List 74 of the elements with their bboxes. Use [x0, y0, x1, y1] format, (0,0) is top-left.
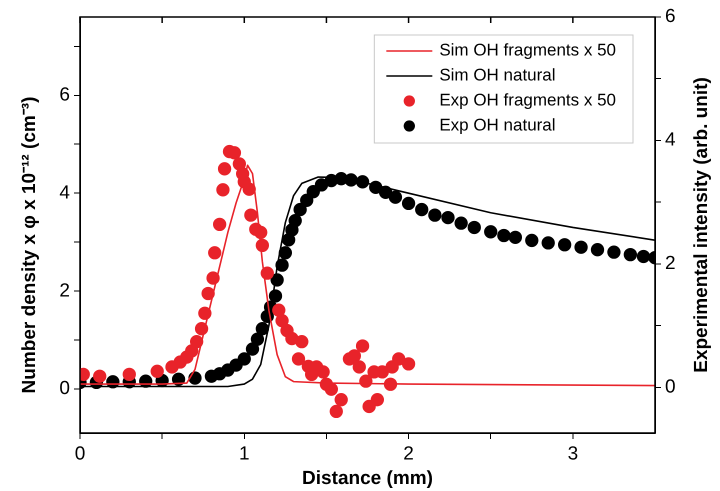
- point: [370, 393, 384, 406]
- point: [288, 214, 302, 228]
- point: [292, 352, 306, 366]
- point: [392, 352, 406, 366]
- point: [607, 246, 621, 259]
- point: [122, 368, 136, 382]
- x-tick-label: 0: [74, 444, 86, 465]
- point: [316, 365, 330, 379]
- point: [334, 393, 348, 406]
- point: [246, 342, 260, 356]
- point: [324, 382, 338, 396]
- point: [525, 234, 538, 248]
- point: [250, 332, 264, 346]
- point: [244, 208, 258, 222]
- point: [272, 304, 286, 317]
- point: [256, 322, 270, 336]
- point: [388, 190, 402, 204]
- point: [468, 220, 481, 234]
- x-axis-title: Distance (mm): [302, 468, 433, 489]
- point: [185, 344, 198, 358]
- point: [497, 228, 511, 242]
- point: [190, 335, 204, 348]
- point: [293, 202, 307, 216]
- legend-label: Sim OH fragments x 50: [439, 40, 616, 60]
- point: [300, 194, 314, 207]
- point: [356, 339, 370, 353]
- point: [330, 404, 343, 418]
- point: [278, 246, 292, 260]
- point: [454, 216, 468, 230]
- y-tick-label: 0: [59, 378, 70, 400]
- legend-label: Exp OH natural: [439, 116, 556, 135]
- x-tick-label: 1: [238, 444, 250, 465]
- point: [212, 218, 226, 232]
- legend-label: Exp OH fragments x 50: [439, 90, 616, 110]
- point: [150, 364, 164, 378]
- point: [441, 210, 455, 224]
- point: [484, 225, 498, 238]
- point: [415, 202, 428, 216]
- y2-tick-label: 4: [665, 130, 676, 151]
- point: [295, 335, 308, 348]
- point: [218, 162, 232, 176]
- legend-label: Sim OH natural: [439, 66, 556, 85]
- point: [242, 182, 256, 196]
- point: [352, 360, 366, 374]
- point: [508, 230, 522, 244]
- point: [558, 238, 572, 252]
- point: [314, 178, 328, 192]
- point: [624, 248, 638, 262]
- point: [402, 196, 416, 210]
- y2-tick-label: 2: [665, 253, 676, 274]
- point: [238, 352, 251, 366]
- point: [428, 208, 442, 222]
- point: [542, 236, 555, 250]
- y-tick-label: 6: [59, 84, 70, 106]
- point: [590, 243, 604, 256]
- y2-tick-label: 6: [665, 6, 676, 28]
- point: [348, 349, 362, 362]
- point: [306, 185, 320, 198]
- y2-axis-title: Experimental intensity (arb. unit): [691, 77, 712, 373]
- point: [93, 370, 106, 383]
- point: [636, 250, 650, 264]
- y-tick-label: 2: [59, 280, 70, 302]
- point: [362, 400, 376, 414]
- point: [574, 240, 588, 254]
- point: [208, 246, 222, 260]
- point: [275, 314, 289, 328]
- y-tick-label: 4: [59, 182, 70, 204]
- point: [402, 357, 416, 371]
- point: [201, 286, 215, 300]
- x-tick-label: 3: [568, 444, 578, 465]
- y2-tick-label: 0: [665, 376, 676, 398]
- x-tick-label: 2: [403, 444, 414, 465]
- point: [216, 183, 230, 196]
- y-axis-title: Number density x φ x 10⁻¹² (cm⁻³): [19, 96, 40, 394]
